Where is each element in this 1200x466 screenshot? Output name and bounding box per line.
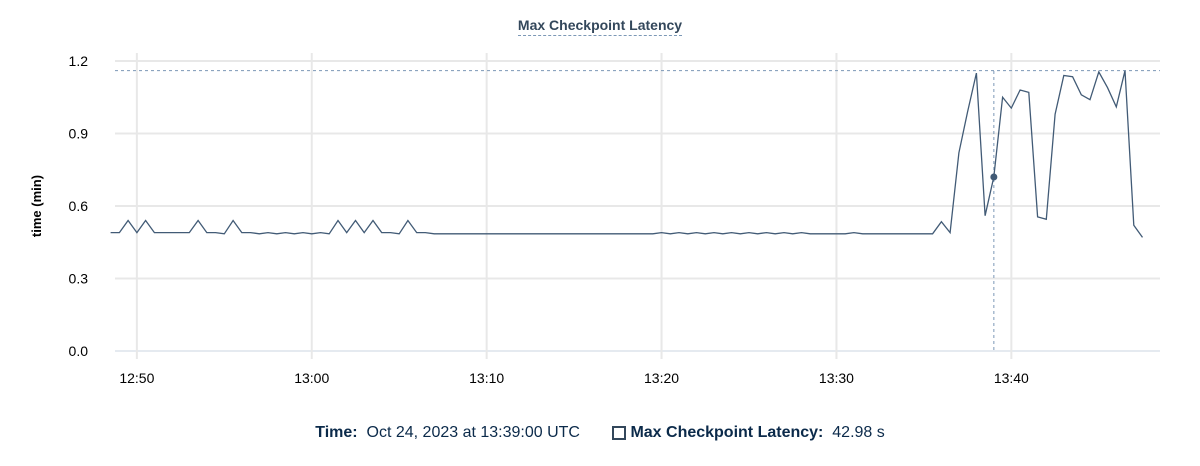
series-checkbox[interactable] xyxy=(612,426,627,440)
y-tick-label: 0.6 xyxy=(69,198,89,214)
y-axis-label: time (min) xyxy=(29,175,44,237)
y-tick-label: 1.2 xyxy=(69,53,89,69)
x-tick-label: 13:30 xyxy=(819,370,854,386)
x-tick-label: 12:50 xyxy=(119,370,154,386)
time-label: Time: xyxy=(315,424,358,441)
x-tick-label: 13:20 xyxy=(644,370,679,386)
time-value: Oct 24, 2023 at 13:39:00 UTC xyxy=(366,424,580,441)
chart-title-text[interactable]: Max Checkpoint Latency xyxy=(517,17,683,36)
y-tick-label: 0.9 xyxy=(69,126,89,142)
x-tick-label: 13:10 xyxy=(469,370,504,386)
x-tick-label: 13:00 xyxy=(294,370,329,386)
y-tick-label: 0.3 xyxy=(69,271,89,287)
series-label: Max Checkpoint Latency: xyxy=(630,424,824,441)
chart-title: Max Checkpoint Latency xyxy=(0,17,1200,36)
series-value: 42.98 s xyxy=(832,424,885,441)
cursor-point xyxy=(990,173,998,181)
x-tick-label: 13:40 xyxy=(994,370,1029,386)
y-tick-label: 0.0 xyxy=(69,343,89,359)
tooltip-legend: Time: Oct 24, 2023 at 13:39:00 UTC Max C… xyxy=(0,424,1200,442)
series-line xyxy=(110,70,1144,238)
